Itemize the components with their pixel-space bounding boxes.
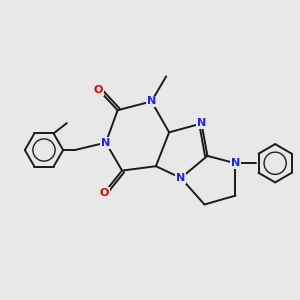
Text: N: N [147,96,156,106]
Text: N: N [231,158,240,168]
Text: N: N [101,138,110,148]
Text: O: O [94,85,103,94]
Text: N: N [197,118,206,128]
Text: N: N [176,173,185,183]
Text: O: O [100,188,109,198]
